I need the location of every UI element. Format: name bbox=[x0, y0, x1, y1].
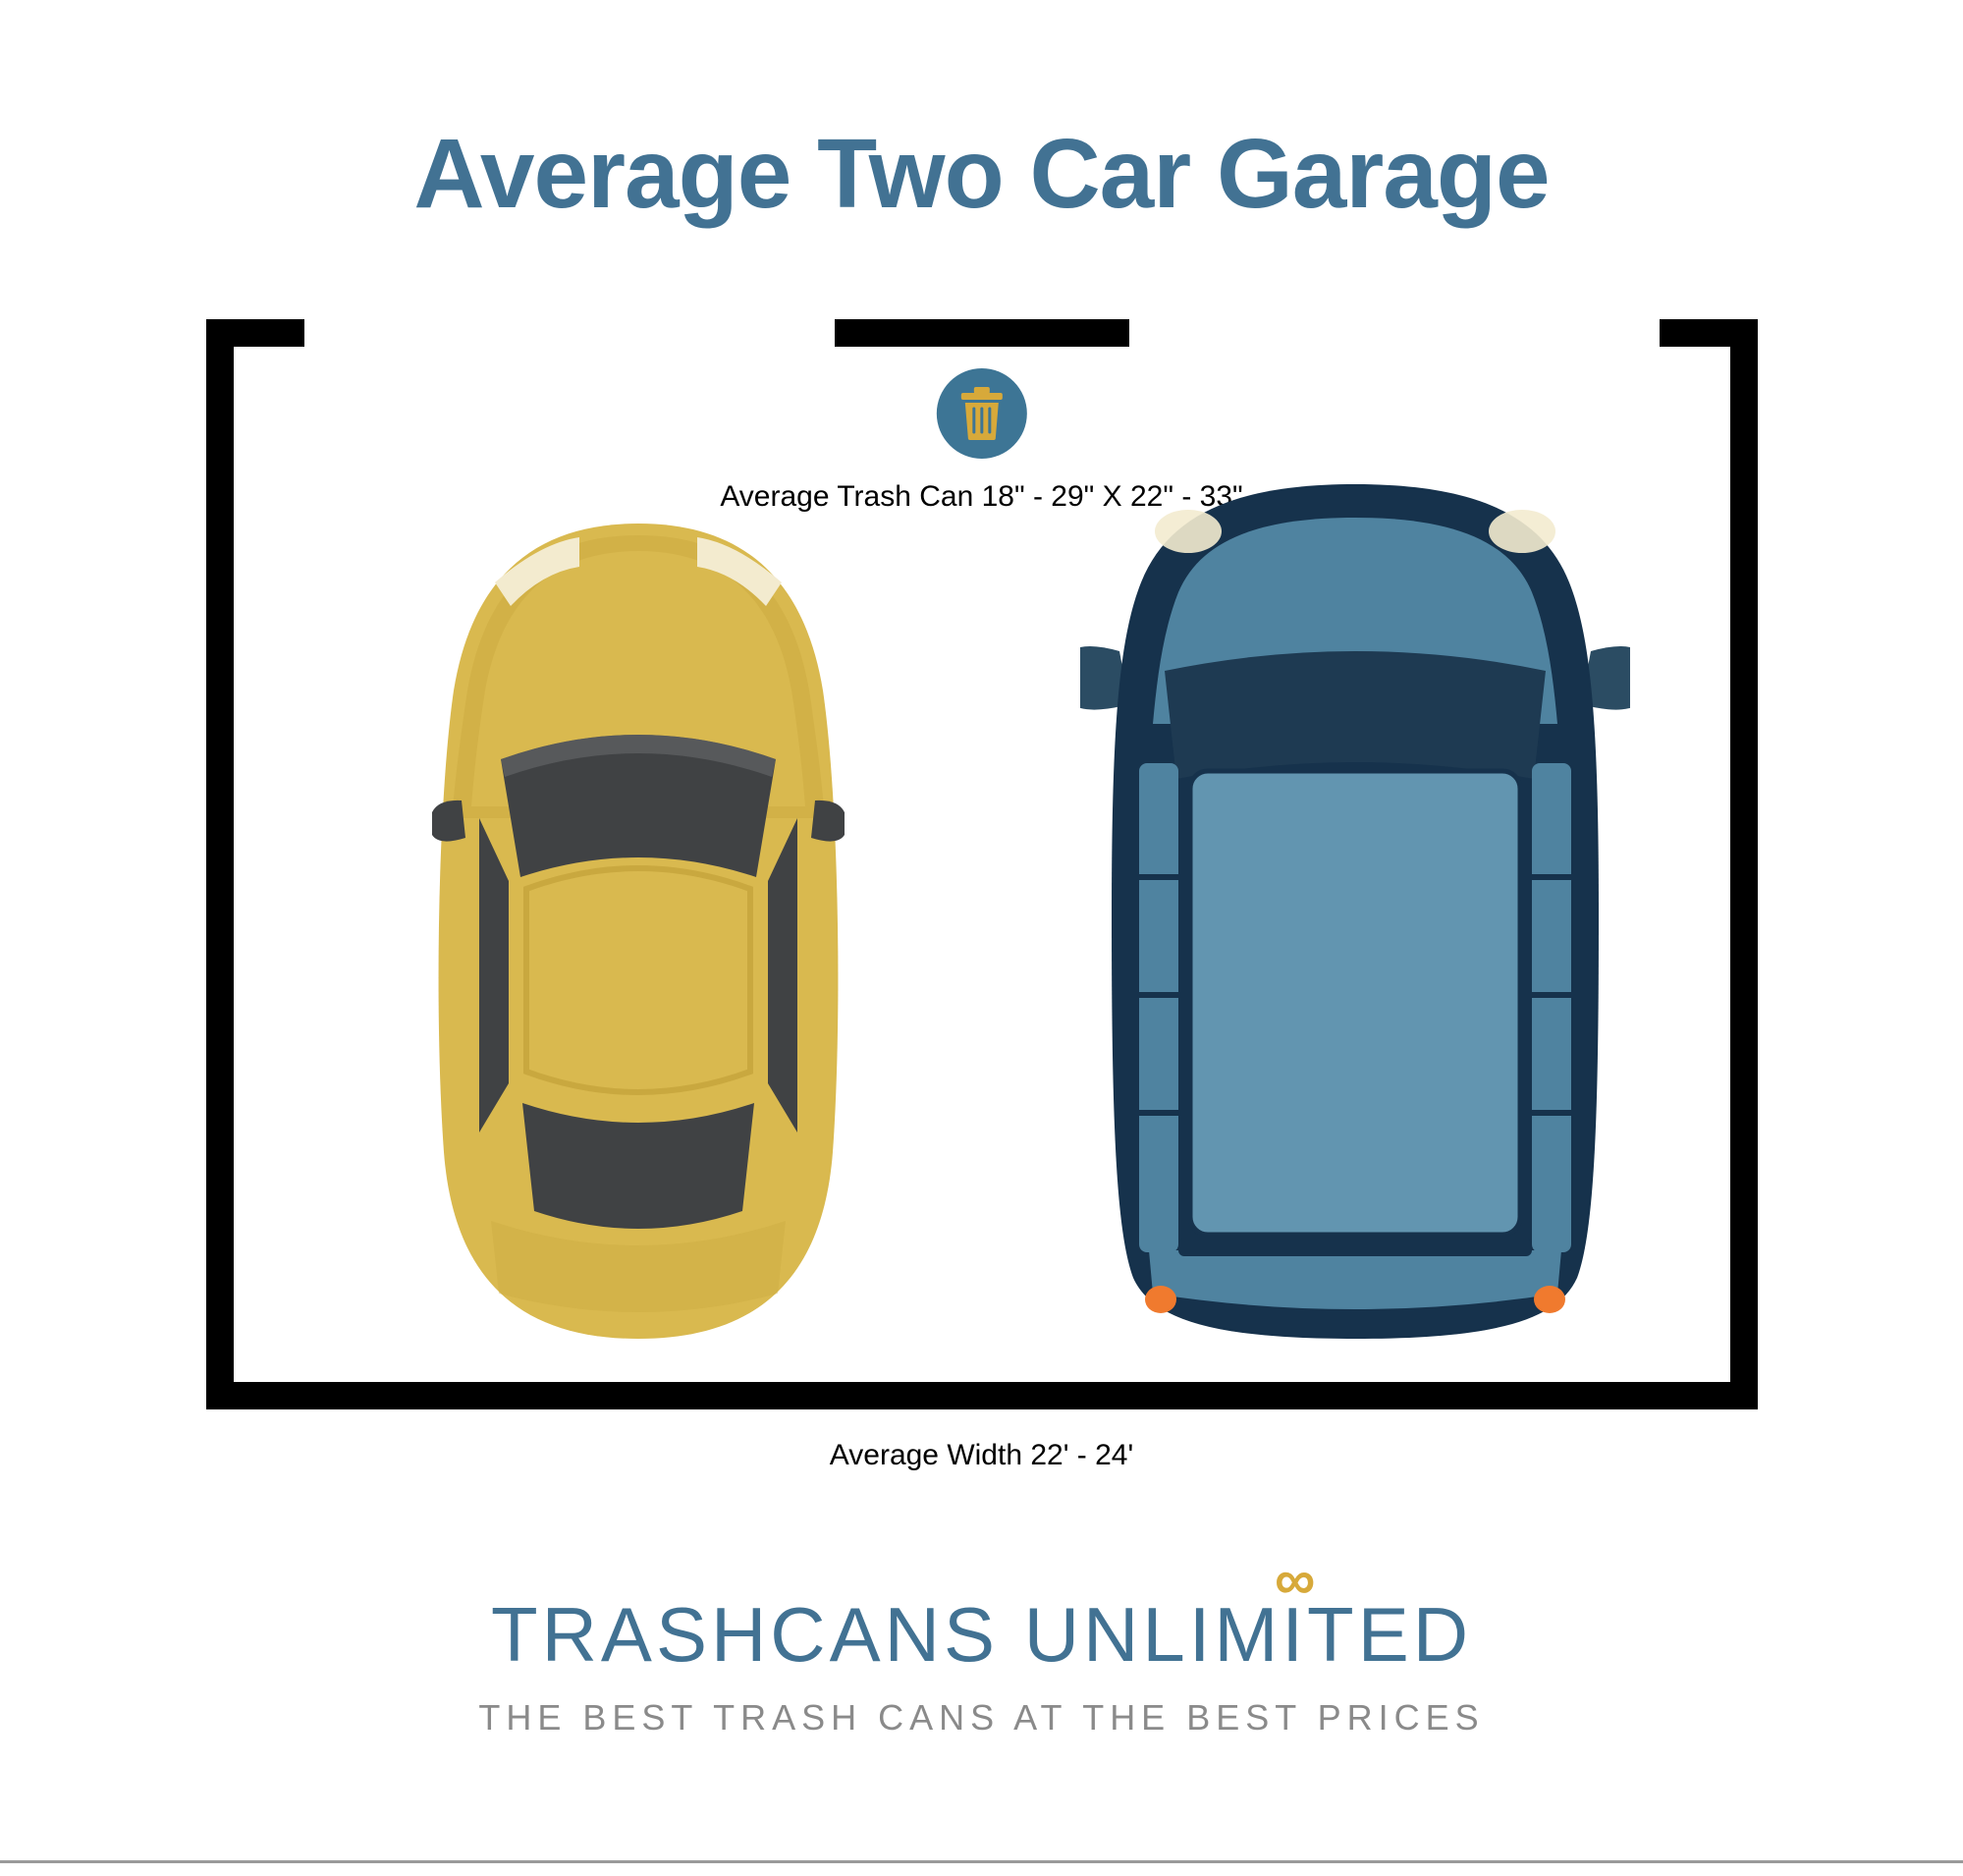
brand-name-text: TRASHCANS UNLIMITED bbox=[491, 1591, 1472, 1678]
garage-wall-left bbox=[206, 319, 234, 1409]
garage-wall-right bbox=[1730, 319, 1758, 1409]
garage-wall-top-seg-c bbox=[1660, 319, 1758, 347]
brand-tagline: THE BEST TRASH CANS AT THE BEST PRICES bbox=[39, 1697, 1924, 1738]
page-title: Average Two Car Garage bbox=[39, 118, 1924, 231]
car-sedan-svg bbox=[432, 524, 845, 1339]
garage-wall-top-seg-b bbox=[835, 319, 1129, 347]
garage-wall-bottom bbox=[206, 1382, 1758, 1409]
width-dimension-label: Average Width 22' - 24' bbox=[206, 1439, 1758, 1472]
trash-icon bbox=[957, 387, 1007, 440]
garage-wall-top-seg-a bbox=[206, 319, 304, 347]
trash-can-icon-circle bbox=[937, 368, 1027, 459]
garage-diagram-wrap: Average Length 16' - 20' bbox=[206, 319, 1758, 1472]
car-sedan bbox=[432, 524, 845, 1339]
car-suv bbox=[1080, 484, 1630, 1339]
garage-outline: Average Trash Can 18" - 29" X 22" - 33" bbox=[206, 319, 1758, 1409]
brand-block: TRASHCANS UNLIMITED ∞ THE BEST TRASH CAN… bbox=[39, 1590, 1924, 1738]
page-root: Average Two Car Garage Average Length 16… bbox=[0, 0, 1963, 1876]
page-bottom-edge bbox=[0, 1860, 1963, 1863]
brand-name: TRASHCANS UNLIMITED ∞ bbox=[491, 1590, 1472, 1680]
car-suv-svg bbox=[1080, 484, 1630, 1339]
